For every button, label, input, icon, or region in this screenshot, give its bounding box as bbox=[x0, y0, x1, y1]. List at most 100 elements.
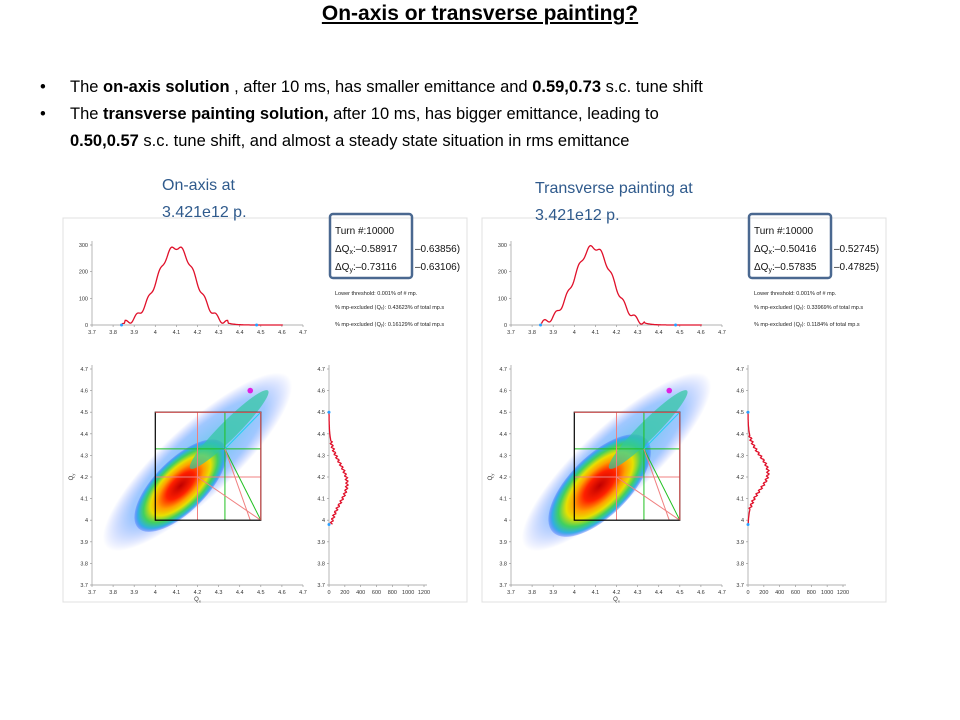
tune-shift-ref: –0.63856) bbox=[415, 244, 460, 255]
tick-label: 4.3 bbox=[80, 453, 88, 459]
working-point bbox=[666, 387, 673, 394]
tick-label: 3.8 bbox=[528, 330, 536, 336]
tick-label: 3.9 bbox=[736, 540, 744, 546]
tick-label: 4.6 bbox=[278, 590, 286, 596]
turn-label: Turn #:10000 bbox=[335, 226, 395, 237]
tick-label: 3.7 bbox=[317, 583, 325, 589]
tick-label: 3.8 bbox=[109, 330, 117, 336]
histogram-curve bbox=[328, 412, 350, 525]
text-run: 0.59,0.73 bbox=[532, 78, 601, 96]
axis-label: Qx bbox=[194, 597, 201, 604]
tune-shift: ΔQy:–0.57835 bbox=[754, 262, 817, 274]
axis-label-main: Q bbox=[613, 597, 618, 603]
tick-label: 3.7 bbox=[499, 583, 507, 589]
tick-label: 3.8 bbox=[317, 561, 325, 567]
tick-label: 4.4 bbox=[317, 432, 325, 438]
tick-label: 4.5 bbox=[317, 410, 325, 416]
tick-label: 4.6 bbox=[499, 389, 507, 395]
tune-shift: ΔQx:–0.50416 bbox=[754, 244, 817, 256]
tick-label: 4.7 bbox=[718, 330, 726, 336]
tick-label: 100 bbox=[498, 296, 507, 302]
tick-label: 1200 bbox=[837, 590, 849, 596]
tick-label: 4.6 bbox=[697, 330, 705, 336]
tune-shift-symbol: ΔQ bbox=[754, 244, 769, 255]
bullet-dot: • bbox=[40, 78, 46, 96]
tune-shift-ref: –0.52745) bbox=[834, 244, 879, 255]
tick-label: 3.8 bbox=[109, 590, 117, 596]
tick-label: 4.1 bbox=[317, 497, 325, 503]
resonance-line bbox=[643, 448, 670, 521]
tick-label: 4 bbox=[504, 518, 507, 524]
tick-label: 0 bbox=[327, 590, 330, 596]
tick-label: 4 bbox=[741, 518, 744, 524]
resonance-line bbox=[643, 448, 681, 521]
tick-label: 3.9 bbox=[317, 540, 325, 546]
bullet: • The on-axis solution , after 10 ms, has… bbox=[0, 74, 960, 101]
tick-label: 4.7 bbox=[299, 590, 307, 596]
tick-label: 3.8 bbox=[499, 561, 507, 567]
resonance-line bbox=[197, 476, 262, 521]
bullet-list: • The on-axis solution , after 10 ms, has… bbox=[0, 74, 960, 155]
tick-label: 400 bbox=[356, 590, 365, 596]
marker bbox=[120, 323, 124, 327]
axis-label-sub: y bbox=[71, 474, 76, 476]
tick-label: 200 bbox=[759, 590, 768, 596]
tick-label: 0 bbox=[504, 323, 507, 329]
tick-label: 4.7 bbox=[299, 330, 307, 336]
tick-label: 4.5 bbox=[257, 590, 265, 596]
tick-label: 4.1 bbox=[80, 497, 88, 503]
axis-label: Qy bbox=[488, 474, 495, 481]
tick-label: 1000 bbox=[821, 590, 833, 596]
tick-label: 4.2 bbox=[613, 590, 621, 596]
tick-label: 4.2 bbox=[194, 330, 202, 336]
tune-shift-symbol: ΔQ bbox=[754, 262, 769, 273]
tick-label: 4.1 bbox=[736, 497, 744, 503]
tick-label: 4.1 bbox=[173, 590, 181, 596]
histogram-curve bbox=[747, 412, 771, 525]
threshold-note: Lower threshold: 0.001% of # mp. bbox=[335, 291, 418, 297]
working-point bbox=[247, 387, 254, 394]
tick-label: 100 bbox=[79, 296, 88, 302]
bullet: • The transverse painting solution, after… bbox=[0, 101, 960, 155]
tune-shift-sub: y bbox=[768, 267, 772, 274]
caption: On-axis at 3.421e12 p. bbox=[162, 172, 247, 226]
tick-label: 4.2 bbox=[499, 475, 507, 481]
tick-label: 4.3 bbox=[215, 330, 223, 336]
tick-label: 1200 bbox=[418, 590, 430, 596]
tick-label: 4 bbox=[154, 590, 157, 596]
caption-line: Transverse painting at bbox=[535, 180, 693, 197]
tick-label: 4.6 bbox=[80, 389, 88, 395]
tune-shift-value: :–0.57835 bbox=[772, 262, 817, 273]
tick-label: 3.9 bbox=[549, 590, 557, 596]
tick-label: 4 bbox=[322, 518, 325, 524]
tick-label: 4.5 bbox=[676, 590, 684, 596]
text-run: after 10 ms, has bigger emittance, leadi… bbox=[328, 105, 659, 123]
legend-highlight bbox=[747, 212, 833, 280]
tune-shift-value: :–0.58917 bbox=[353, 244, 398, 255]
tick-label: 200 bbox=[498, 270, 507, 276]
text-run: The bbox=[70, 105, 104, 123]
tick-label: 4.6 bbox=[317, 389, 325, 395]
tune-shift-symbol: ΔQ bbox=[335, 244, 350, 255]
tick-label: 4.5 bbox=[80, 410, 88, 416]
figure-panel: 0 100 200 300 3.7 3.8 3.9 4 4.1 4.2 4.3 4.4 4.5 4.6 4.… bbox=[481, 212, 887, 604]
tick-label: 300 bbox=[79, 243, 88, 249]
tick-label: 1000 bbox=[402, 590, 414, 596]
text-run: 0.50,0.57 bbox=[70, 132, 139, 150]
tick-label: 4 bbox=[573, 330, 576, 336]
tick-label: 4.3 bbox=[736, 453, 744, 459]
tick-label: 4.3 bbox=[317, 453, 325, 459]
tick-label: 4.1 bbox=[499, 497, 507, 503]
marker bbox=[674, 323, 678, 327]
tick-label: 4.2 bbox=[317, 475, 325, 481]
tick-label: 0 bbox=[85, 323, 88, 329]
text-run: s.c. tune shift, and almost a steady sta… bbox=[138, 132, 630, 150]
tick-label: 4.4 bbox=[736, 432, 744, 438]
tune-shift: ΔQy:–0.73116 bbox=[335, 262, 397, 274]
tick-label: 300 bbox=[498, 243, 507, 249]
tick-label: 4.5 bbox=[736, 410, 744, 416]
tick-label: 4.6 bbox=[736, 389, 744, 395]
tick-label: 4.3 bbox=[634, 330, 642, 336]
tune-shift-symbol: ΔQ bbox=[335, 262, 350, 273]
